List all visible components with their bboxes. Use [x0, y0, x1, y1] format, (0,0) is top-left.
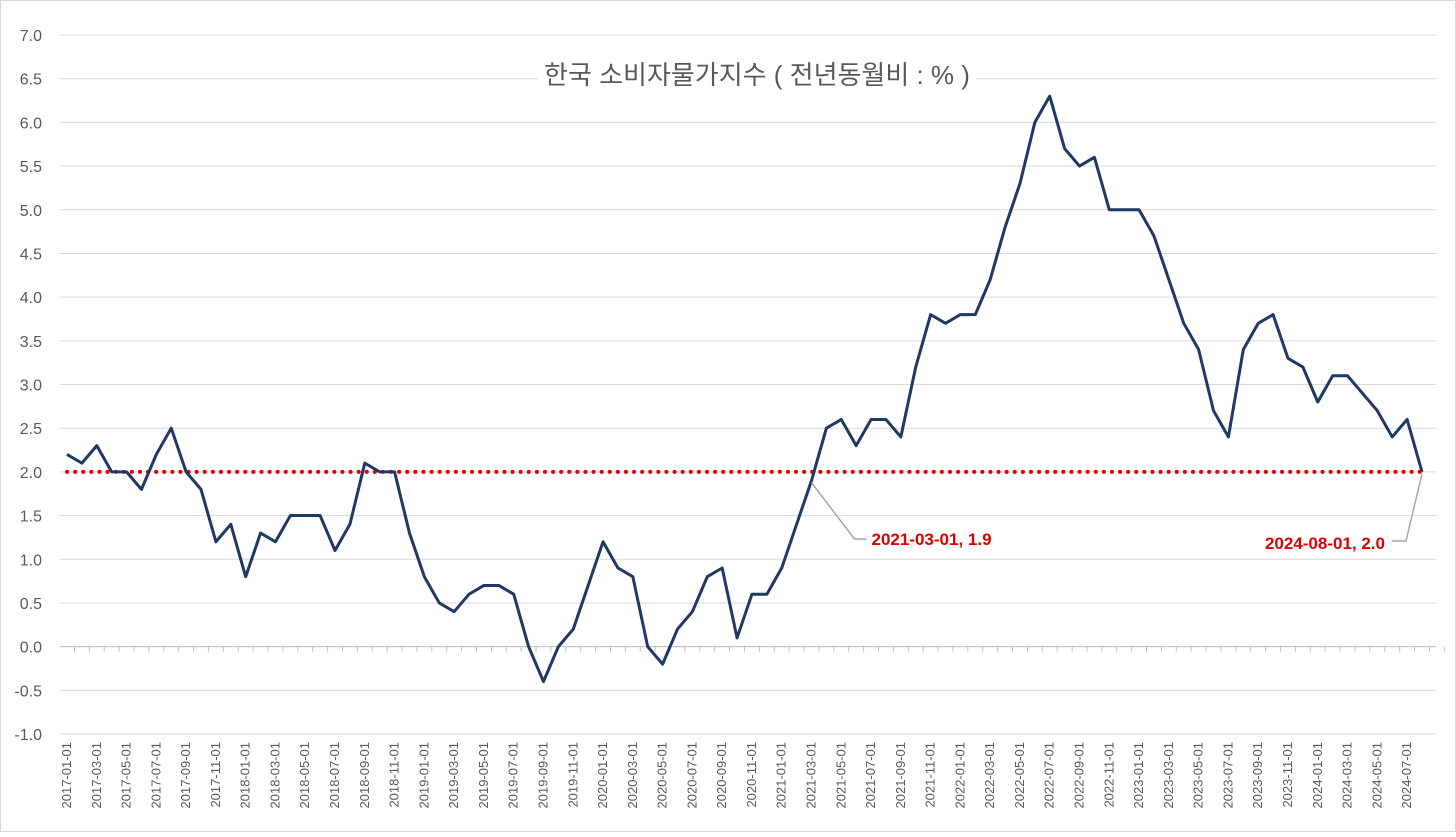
x-tick-label: 2018-09-01 [357, 742, 372, 809]
x-tick-label: 2023-03-01 [1161, 742, 1176, 809]
y-tick-label: 5.0 [20, 203, 42, 220]
annotation-leader-line [1391, 473, 1423, 542]
y-tick-label: 3.0 [20, 378, 42, 395]
x-tick-label: 2020-09-01 [714, 742, 729, 809]
y-tick-label: 7.0 [20, 28, 42, 45]
x-tick-label: 2022-07-01 [1042, 742, 1057, 809]
x-tick-label: 2021-03-01 [804, 742, 819, 809]
x-tick-label: 2022-01-01 [952, 742, 967, 809]
x-tick-label: 2023-05-01 [1191, 742, 1206, 809]
x-tick-label: 2022-11-01 [1101, 742, 1116, 808]
x-tick-label: 2020-11-01 [744, 742, 759, 808]
y-tick-label: 5.5 [20, 159, 42, 176]
y-tick-label: -0.5 [14, 683, 42, 700]
x-tick-label: 2017-07-01 [148, 742, 163, 809]
y-tick-label: 1.5 [20, 509, 42, 526]
title-background [538, 58, 976, 92]
x-tick-label: 2021-09-01 [893, 742, 908, 809]
x-tick-label: 2017-05-01 [119, 742, 134, 809]
x-tick-label: 2018-11-01 [387, 742, 402, 808]
x-tick-label: 2023-01-01 [1131, 742, 1146, 809]
x-tick-label: 2023-09-01 [1250, 742, 1265, 809]
x-tick-label: 2022-03-01 [982, 742, 997, 809]
x-tick-label: 2023-07-01 [1220, 742, 1235, 809]
x-tick-label: 2019-05-01 [476, 742, 491, 809]
x-tick-label: 2019-03-01 [446, 742, 461, 809]
x-tick-label: 2021-01-01 [774, 742, 789, 809]
annotation-label: 2021-03-01, 1.9 [872, 530, 992, 549]
y-tick-label: 4.5 [20, 246, 42, 263]
annotation-leader-line [810, 482, 867, 540]
x-tick-label: 2023-11-01 [1280, 742, 1295, 808]
y-tick-label: 6.5 [20, 72, 42, 89]
x-tick-label: 2017-09-01 [178, 742, 193, 809]
y-tick-label: 4.0 [20, 290, 42, 307]
chart-title: 한국 소비자물가지수 ( 전년동월비 : % ) [544, 60, 970, 90]
x-tick-label: 2024-01-01 [1310, 742, 1325, 809]
y-tick-label: 2.0 [20, 465, 42, 482]
x-tick-label: 2018-03-01 [267, 742, 282, 809]
y-tick-label: 3.5 [20, 334, 42, 351]
x-tick-label: 2018-07-01 [327, 742, 342, 809]
y-tick-label: 2.5 [20, 421, 42, 438]
y-axis-tick-labels: -1.0 -0.5 0.0 0.5 1.0 1.5 2.0 2.5 3.0 3.5 4.0 4.5 5.… [14, 28, 42, 744]
x-tick-label: 2021-05-01 [833, 742, 848, 809]
x-tick-label: 2022-05-01 [1012, 742, 1027, 809]
x-tick-label: 2020-05-01 [655, 742, 670, 809]
y-tick-label: 0.5 [20, 596, 42, 613]
y-tick-label: -1.0 [14, 727, 42, 744]
cpi-series-line [66, 94, 1424, 684]
x-tick-label: 2024-05-01 [1369, 742, 1384, 809]
x-tick-label: 2020-07-01 [684, 742, 699, 809]
x-axis-tick-labels: 2017-01-01 2017-03-01 2017-05-01 2017-07-01… [59, 742, 1414, 809]
x-tick-label: 2024-07-01 [1399, 742, 1414, 809]
x-tick-label: 2019-11-01 [565, 742, 580, 808]
y-tick-label: 0.0 [20, 640, 42, 657]
annotation-label: 2024-08-01, 2.0 [1265, 534, 1385, 553]
x-tick-label: 2021-07-01 [863, 742, 878, 809]
x-tick-label: 2017-01-01 [59, 742, 74, 809]
x-tick-label: 2021-11-01 [923, 742, 938, 808]
x-tick-label: 2019-09-01 [535, 742, 550, 809]
annotations: 2021-03-01, 1.9 2024-08-01, 2.0 [810, 473, 1423, 553]
x-tick-label: 2019-01-01 [416, 742, 431, 809]
y-tick-label: 6.0 [20, 115, 42, 132]
x-tick-label: 2019-07-01 [506, 742, 521, 809]
y-tick-label: 1.0 [20, 552, 42, 569]
x-tick-label: 2024-03-01 [1340, 742, 1355, 809]
x-tick-label: 2017-03-01 [89, 742, 104, 809]
x-tick-label: 2020-01-01 [595, 742, 610, 809]
x-tick-label: 2020-03-01 [625, 742, 640, 809]
x-tick-label: 2022-09-01 [1072, 742, 1087, 809]
x-tick-label: 2017-11-01 [208, 742, 223, 808]
x-tick-label: 2018-05-01 [297, 742, 312, 809]
x-tick-label: 2018-01-01 [238, 742, 253, 809]
